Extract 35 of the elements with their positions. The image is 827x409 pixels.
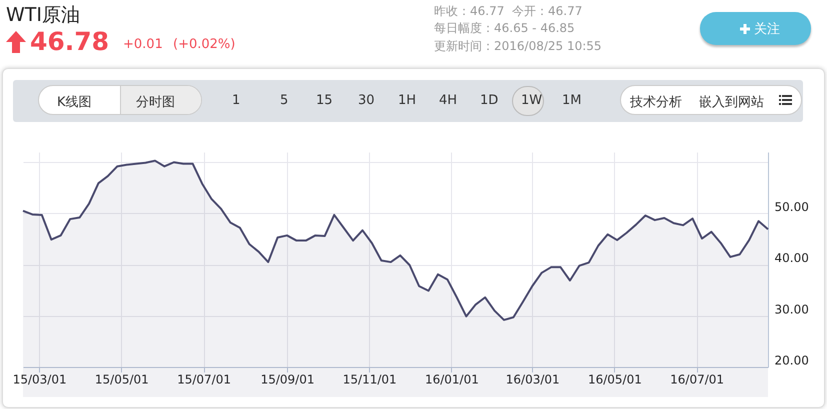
text: 30	[358, 93, 375, 108]
x-tick-label: 16/03/01	[506, 372, 560, 386]
text: 1W	[521, 93, 542, 108]
text: 1H	[398, 93, 416, 108]
text: 1D	[480, 93, 498, 108]
text: K线图	[57, 94, 92, 111]
x-tick-label: 15/11/01	[342, 372, 397, 386]
text: 46.78	[30, 27, 110, 56]
y-tick-label: 50.00	[774, 200, 809, 214]
text: 分时图	[136, 94, 175, 111]
text: +0.01	[123, 37, 163, 52]
x-tick-label: 16/07/01	[670, 372, 724, 386]
x-tick-label: 15/07/01	[177, 372, 231, 386]
text: 技术分析	[630, 94, 682, 111]
x-tick-label: 15/03/01	[12, 372, 67, 386]
x-tick-label: 15/05/01	[94, 372, 149, 386]
text: 5	[280, 93, 288, 108]
x-tick-label: 15/09/01	[260, 372, 315, 386]
x-tick-label: 16/01/01	[424, 372, 479, 386]
text: 1M	[562, 93, 582, 108]
text: 更新时间：2016/08/25 10:55	[434, 38, 602, 55]
text: (+0.02%)	[173, 37, 236, 52]
chart-title: WTI原油	[6, 3, 80, 28]
text: 嵌入到网站	[699, 94, 764, 111]
text: 1	[232, 93, 240, 108]
text: 4H	[439, 93, 458, 108]
y-tick-label: 30.00	[774, 302, 809, 316]
text: 每日幅度：46.65 - 46.85	[434, 20, 575, 37]
y-tick-label: 20.00	[774, 354, 809, 368]
text: 今开：46.77	[512, 3, 582, 20]
text: 昨收：46.77	[434, 3, 504, 20]
x-tick-label: 16/05/01	[588, 372, 642, 386]
text: 关注	[754, 21, 780, 38]
text: 15	[316, 93, 333, 108]
y-tick-label: 40.00	[774, 251, 809, 266]
